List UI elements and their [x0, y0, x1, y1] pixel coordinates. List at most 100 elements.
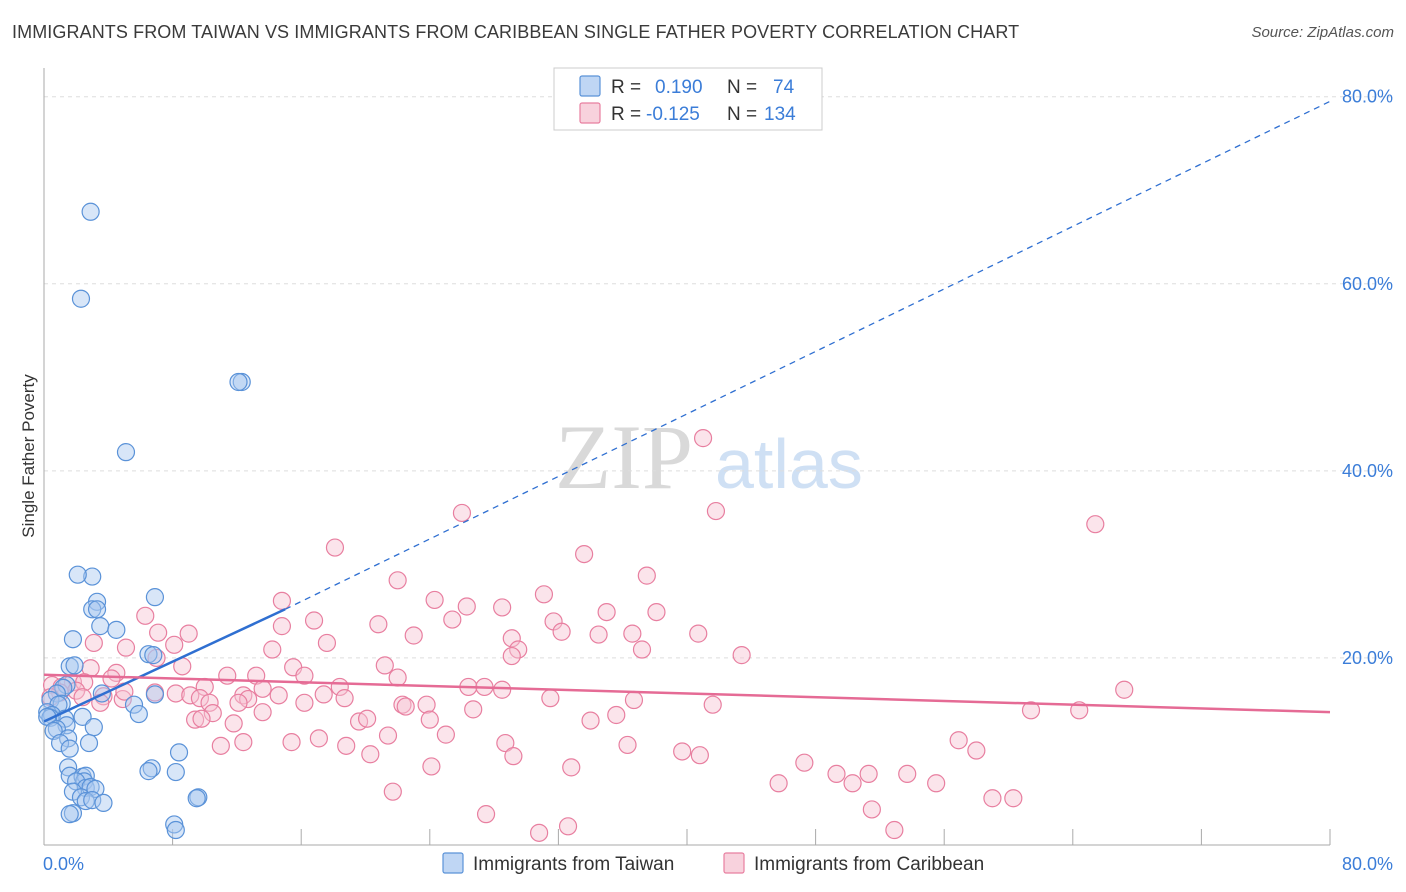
caribbean-point — [190, 689, 210, 708]
caribbean-point — [632, 640, 652, 659]
caribbean-point — [165, 635, 184, 654]
caribbean-point — [417, 695, 436, 714]
caribbean-point — [452, 503, 472, 523]
caribbean-point — [509, 640, 528, 659]
caribbean-point — [84, 633, 103, 653]
caribbean-point — [575, 545, 594, 564]
y-tick-label: 60.0% — [1342, 274, 1393, 294]
legend-taiwan-n-label: N = — [727, 77, 757, 98]
caribbean-point — [443, 610, 462, 629]
taiwan-point — [65, 656, 84, 675]
caribbean-point — [192, 709, 211, 728]
caribbean-point — [732, 646, 751, 665]
caribbean-point — [589, 625, 608, 644]
taiwan-point — [124, 695, 144, 714]
bottom-legend-taiwan-label: Immigrants from Taiwan — [473, 854, 674, 875]
source-credit: Source: ZipAtlas.com — [1251, 24, 1394, 41]
chart-title: IMMIGRANTS FROM TAIWAN VS IMMIGRANTS FRO… — [12, 22, 1020, 42]
x-tick-label: 80.0% — [1342, 854, 1393, 874]
legend-caribbean-n-value: 134 — [764, 104, 796, 125]
legend-taiwan-swatch — [579, 75, 601, 97]
legend-caribbean-r-value: -0.125 — [646, 104, 700, 125]
legend-caribbean-r-label: R = — [611, 104, 641, 125]
caribbean-point — [436, 725, 455, 744]
caribbean-point — [530, 823, 549, 842]
caribbean-point — [337, 736, 356, 755]
caribbean-point — [859, 764, 878, 784]
taiwan-point — [139, 762, 158, 781]
y-tick-label: 20.0% — [1342, 648, 1393, 668]
caribbean-point — [309, 729, 328, 748]
taiwan-point — [47, 684, 66, 703]
caribbean-point — [404, 626, 423, 645]
caribbean-point — [637, 566, 656, 585]
caribbean-trend-line — [43, 673, 1331, 714]
legend-taiwan-r-label: R = — [611, 77, 641, 98]
caribbean-point — [211, 736, 230, 755]
caribbean-point — [607, 705, 626, 725]
taiwan-point — [129, 704, 148, 724]
caribbean-point — [769, 774, 788, 793]
caribbean-point — [689, 624, 708, 643]
taiwan-point — [83, 791, 102, 810]
caribbean-point — [218, 666, 237, 685]
caribbean-point — [253, 679, 272, 698]
caribbean-point — [295, 666, 314, 685]
taiwan-trend-line — [43, 608, 286, 723]
taiwan-point — [76, 791, 95, 811]
caribbean-point — [493, 680, 512, 699]
caribbean-point — [618, 735, 637, 755]
taiwan-point — [145, 685, 165, 704]
caribbean-point — [504, 747, 523, 766]
taiwan-point — [79, 733, 99, 753]
caribbean-point — [253, 703, 272, 722]
caribbean-point — [843, 774, 862, 793]
taiwan-point — [145, 588, 165, 607]
taiwan-point — [144, 646, 163, 665]
y-tick-label: 40.0% — [1342, 461, 1393, 481]
taiwan-point — [60, 805, 79, 824]
caribbean-point — [304, 611, 324, 630]
caribbean-point — [949, 731, 968, 750]
legend-taiwan-r-value: 0.190 — [655, 77, 703, 98]
taiwan-point — [142, 759, 161, 778]
taiwan-point — [71, 289, 91, 308]
caribbean-point — [149, 623, 168, 642]
caribbean-point — [388, 571, 407, 590]
caribbean-point — [885, 820, 904, 840]
caribbean-point — [623, 624, 642, 643]
caribbean-point — [272, 617, 292, 636]
taiwan-point — [166, 762, 185, 782]
caribbean-point — [673, 742, 692, 761]
caribbean-point — [1115, 680, 1134, 699]
caribbean-point — [493, 598, 512, 617]
caribbean-point — [269, 686, 288, 705]
taiwan-point — [116, 443, 136, 462]
caribbean-point — [136, 606, 155, 625]
caribbean-point — [862, 800, 881, 819]
watermark: ZIP atlas — [555, 406, 863, 508]
caribbean-point — [317, 633, 337, 653]
taiwan-point — [107, 620, 126, 639]
caribbean-point — [166, 684, 185, 703]
caribbean-point — [647, 602, 666, 622]
caribbean-point — [927, 774, 946, 793]
caribbean-point — [113, 689, 132, 709]
x-axis-ticks — [43, 829, 1331, 845]
caribbean-point — [179, 624, 198, 643]
caribbean-point — [224, 714, 243, 733]
legend-caribbean-n-label: N = — [727, 104, 757, 125]
caribbean-point — [282, 733, 301, 752]
caribbean-point — [562, 758, 581, 777]
taiwan-point — [166, 820, 185, 840]
bottom-legend-caribbean-label: Immigrants from Caribbean — [754, 854, 984, 875]
taiwan-point — [91, 617, 110, 636]
taiwan-point — [187, 789, 206, 808]
series-taiwan-points — [38, 202, 251, 840]
caribbean-point — [1004, 789, 1023, 808]
caribbean-point — [358, 709, 377, 728]
taiwan-point — [169, 743, 189, 762]
caribbean-point — [1086, 515, 1105, 534]
trend-lines — [43, 100, 1331, 723]
